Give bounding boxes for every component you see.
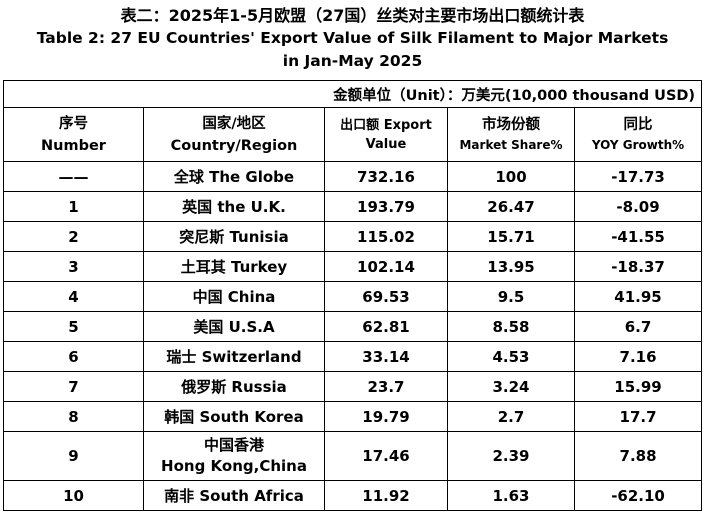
cell-share: 2.7 [447,401,575,432]
header-row: 序号 Number 国家/地区 Country/Region 出口额 Expor… [3,107,703,162]
cell-country: 英国 the U.K. [143,191,325,222]
header-export-line1: 出口额 Export [340,117,432,133]
cell-number: 4 [3,281,144,312]
header-export-line2: Value [365,136,407,152]
export-table: 金额单位（Unit）：万美元(10,000 thousand USD) 序号 N… [2,80,703,511]
cell-value: 11.92 [324,480,448,511]
cell-value: 732.16 [324,161,448,192]
cell-share: 3.24 [447,371,575,402]
title-chinese: 表二：2025年1-5月欧盟（27国）丝类对主要市场出口额统计表 [120,6,585,25]
cell-share: 1.63 [447,480,575,511]
table-row: —— 全球 The Globe 732.16 100 -17.73 [3,161,703,192]
header-yoy: 同比 YOY Growth% [573,107,703,162]
cell-yoy: 15.99 [573,371,703,402]
header-country-en: Country/Region [170,137,298,154]
header-country-zh: 国家/地区 [202,115,266,132]
cell-value: 193.79 [324,191,448,222]
cell-share: 13.95 [447,251,575,282]
cell-number: 9 [3,431,144,481]
cell-number: 8 [3,401,144,432]
table-row: 1 英国 the U.K. 193.79 26.47 -8.09 [3,191,703,222]
cell-value: 17.46 [324,431,448,481]
cell-country: 瑞士 Switzerland [143,341,325,372]
table-row: 6 瑞士 Switzerland 33.14 4.53 7.16 [3,341,703,372]
cell-share: 100 [447,161,575,192]
cell-country-en: Hong Kong,China [161,457,307,475]
header-share-zh: 市场份额 [482,116,540,133]
cell-country: 全球 The Globe [143,161,325,192]
cell-yoy: 7.16 [573,341,703,372]
cell-number: 5 [3,311,144,342]
cell-number: 7 [3,371,144,402]
cell-yoy: 6.7 [573,311,703,342]
cell-country: 中国 China [143,281,325,312]
cell-country: 韩国 South Korea [143,401,325,432]
cell-value: 69.53 [324,281,448,312]
table-row: 7 俄罗斯 Russia 23.7 3.24 15.99 [3,371,703,402]
cell-share: 26.47 [447,191,575,222]
cell-country: 土耳其 Turkey [143,251,325,282]
title-english-line1: Table 2: 27 EU Countries' Export Value o… [36,29,669,47]
cell-yoy: 41.95 [573,281,703,312]
header-yoy-en: YOY Growth% [591,137,685,152]
table-row: 2 突尼斯 Tunisia 115.02 15.71 -41.55 [3,221,703,252]
cell-yoy: -8.09 [573,191,703,222]
cell-number: 2 [3,221,144,252]
cell-yoy: -17.73 [573,161,703,192]
cell-yoy: -18.37 [573,251,703,282]
cell-share: 4.53 [447,341,575,372]
cell-share: 8.58 [447,311,575,342]
table-row: 5 美国 U.S.A 62.81 8.58 6.7 [3,311,703,342]
header-country: 国家/地区 Country/Region [143,107,325,162]
cell-value: 102.14 [324,251,448,282]
table-row: 8 韩国 South Korea 19.79 2.7 17.7 [3,401,703,432]
cell-value: 33.14 [324,341,448,372]
table-row: 4 中国 China 69.53 9.5 41.95 [3,281,703,312]
cell-number: 10 [3,480,144,511]
cell-share: 15.71 [447,221,575,252]
table-row: 9 中国香港 Hong Kong,China 17.46 2.39 7.88 [3,431,703,481]
table-title: 表二：2025年1-5月欧盟（27国）丝类对主要市场出口额统计表 Table 2… [0,0,705,73]
cell-yoy: 17.7 [573,401,703,432]
cell-country: 美国 U.S.A [143,311,325,342]
header-number: 序号 Number [3,107,144,162]
cell-value: 62.81 [324,311,448,342]
cell-country: 突尼斯 Tunisia [143,221,325,252]
table-row: 10 南非 South Africa 11.92 1.63 -62.10 [3,480,703,511]
cell-yoy: -62.10 [573,480,703,511]
cell-value: 115.02 [324,221,448,252]
cell-value: 19.79 [324,401,448,432]
cell-number: 3 [3,251,144,282]
cell-number: 1 [3,191,144,222]
header-export: 出口额 Export Value [324,107,448,162]
header-yoy-zh: 同比 [623,116,653,133]
cell-country: 俄罗斯 Russia [143,371,325,402]
cell-yoy: -41.55 [573,221,703,252]
header-share-en: Market Share% [459,137,563,152]
cell-value: 23.7 [324,371,448,402]
cell-yoy: 7.88 [573,431,703,481]
header-number-zh: 序号 [59,115,88,132]
cell-number: 6 [3,341,144,372]
header-share: 市场份额 Market Share% [447,107,575,162]
cell-country: 中国香港 Hong Kong,China [143,431,325,481]
cell-share: 2.39 [447,431,575,481]
cell-country: 南非 South Africa [143,480,325,511]
title-english-line2: in Jan-May 2025 [282,52,423,70]
table-row: 3 土耳其 Turkey 102.14 13.95 -18.37 [3,251,703,282]
unit-label: 金额单位（Unit）：万美元(10,000 thousand USD) [2,80,703,108]
header-number-en: Number [41,137,106,154]
unit-row: 金额单位（Unit）：万美元(10,000 thousand USD) [2,80,703,108]
cell-number: —— [3,161,144,192]
cell-share: 9.5 [447,281,575,312]
cell-country-zh: 中国香港 [203,436,264,454]
